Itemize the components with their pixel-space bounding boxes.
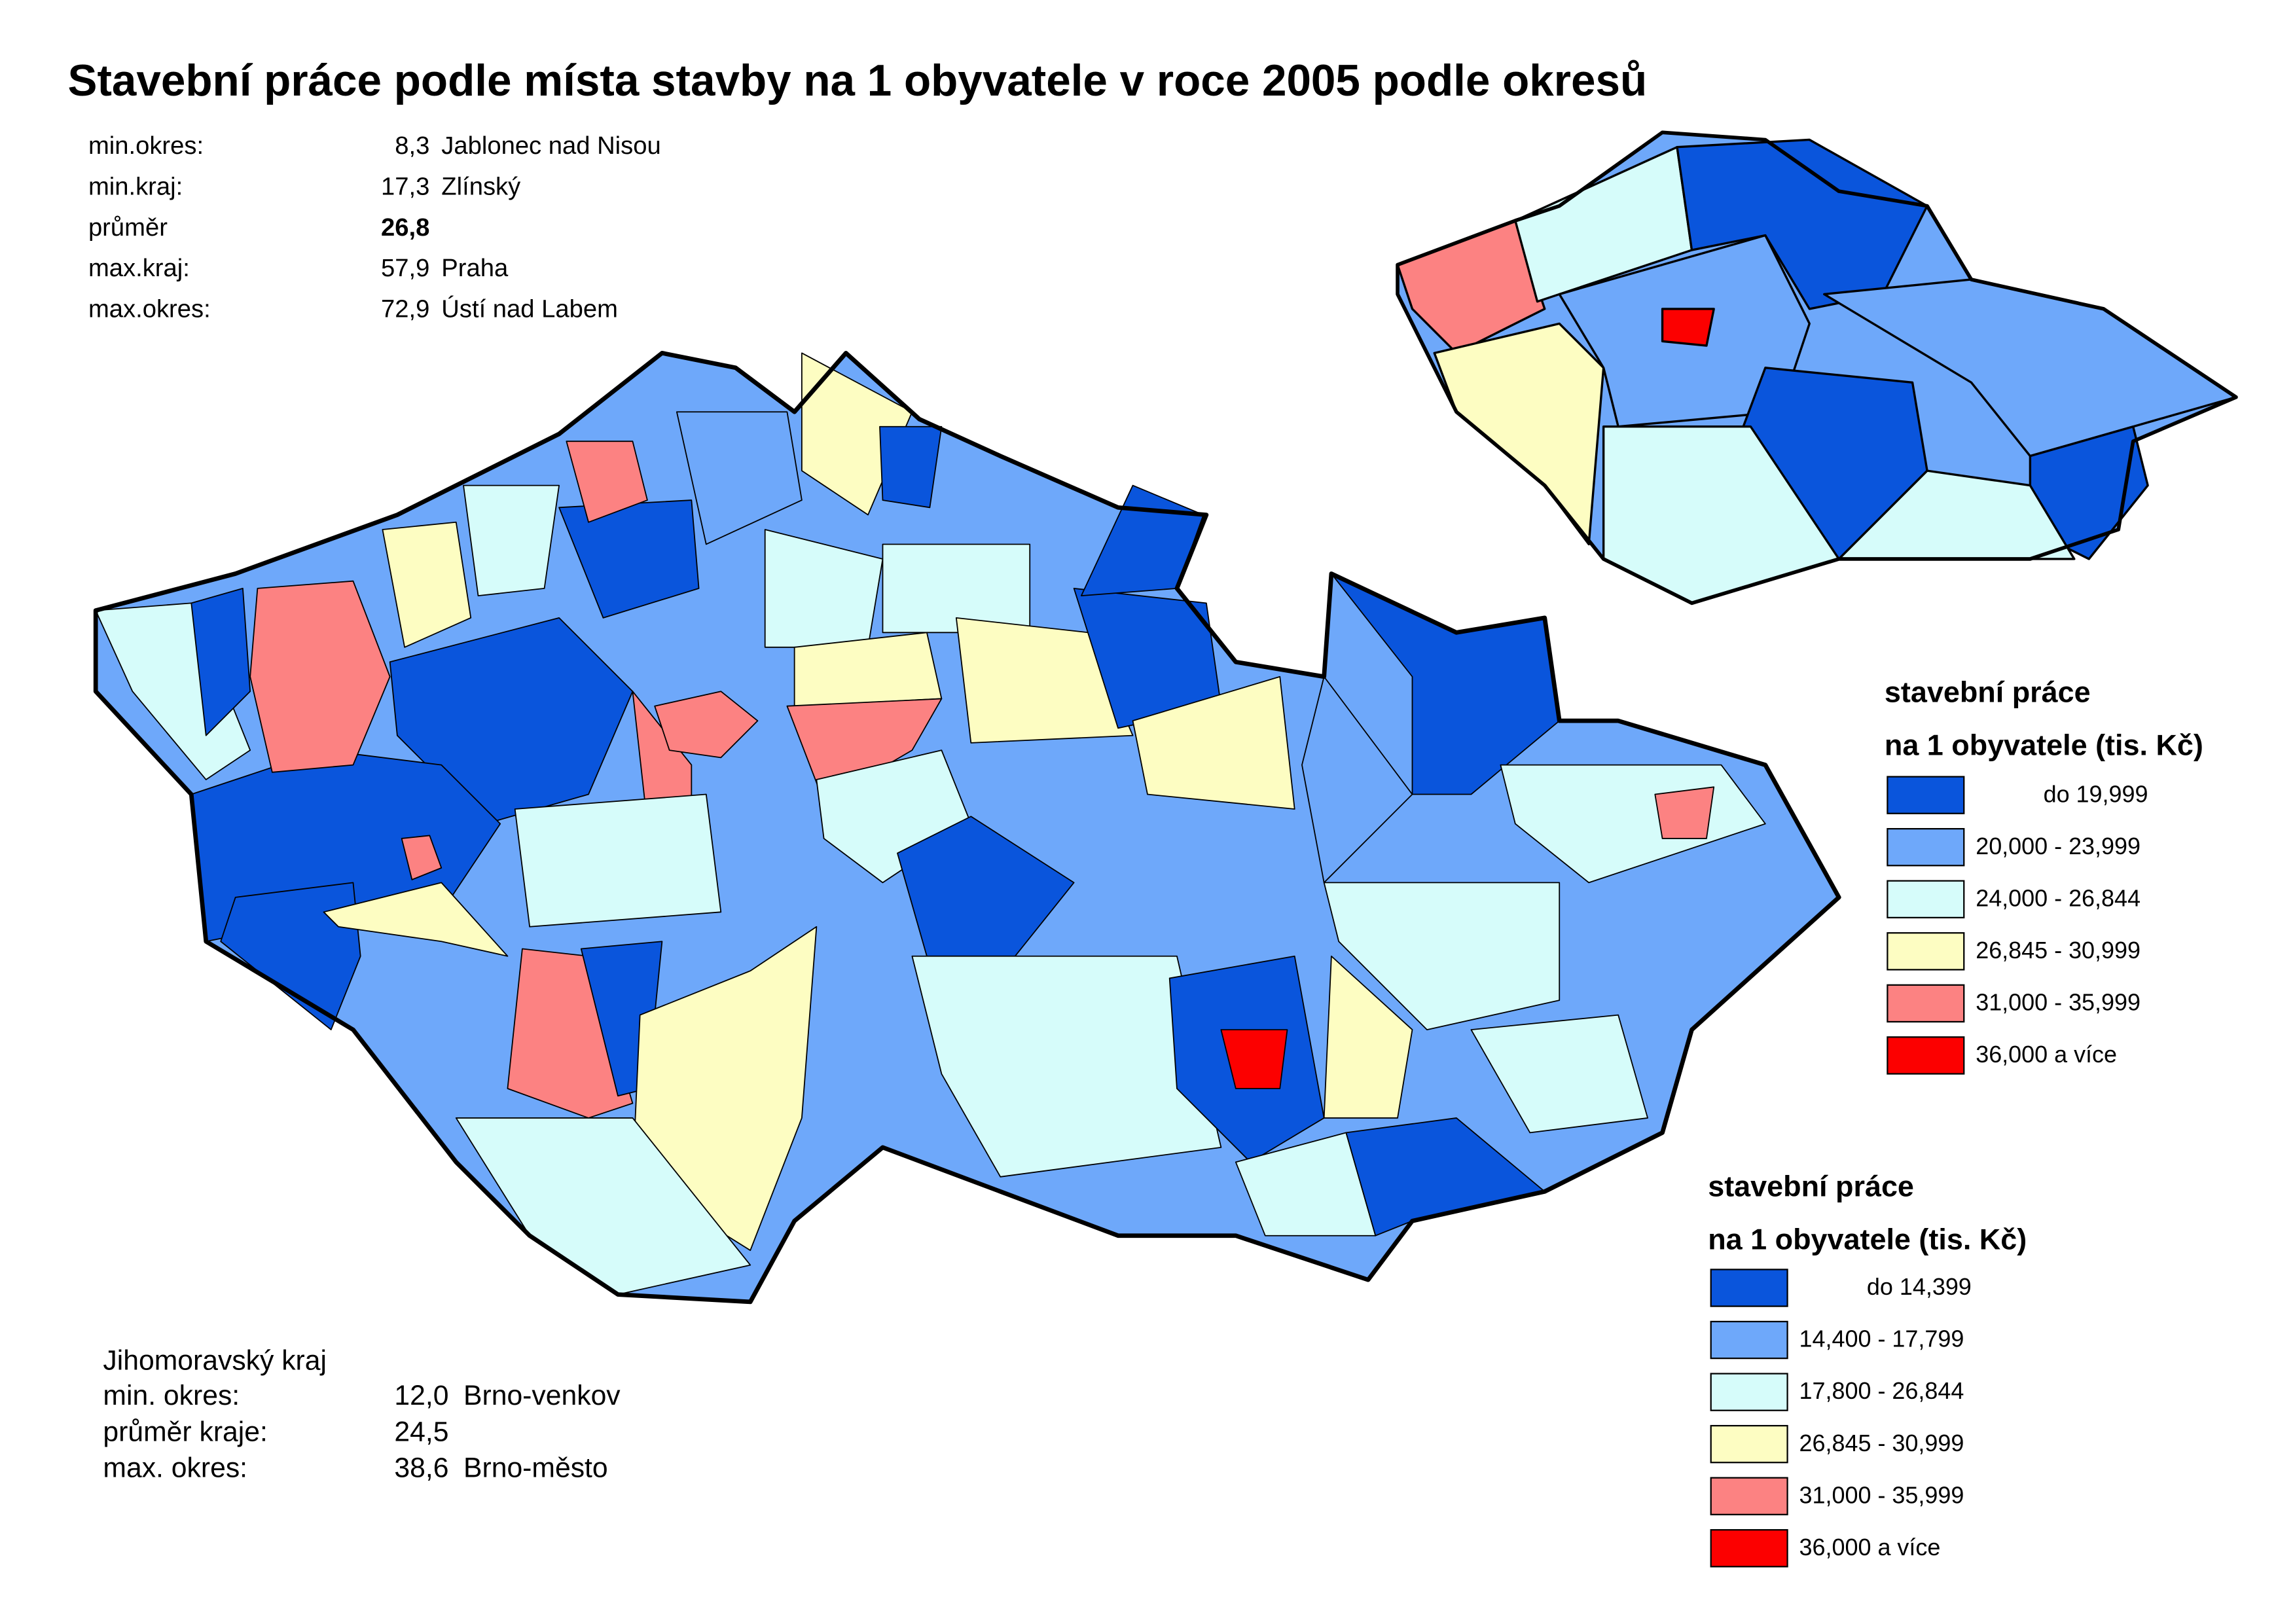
district: [911, 955, 1222, 1178]
legend-okresy: stavební práce na 1 obyvatele (tis. Kč) do…: [1708, 1170, 2027, 1568]
district: [676, 411, 803, 545]
legend-swatch: [1710, 1320, 1788, 1360]
map-title: Stavební práce podle místa stavby na 1 o…: [67, 56, 1647, 105]
legend-title: stavební práce: [1885, 676, 2091, 709]
legend-label: 26,845 - 30,999: [1976, 937, 2141, 964]
district: [401, 835, 443, 880]
district: [1220, 1029, 1288, 1089]
legend-swatch: [1887, 776, 1965, 814]
region-stats: Jihomoravský kraj min. okres: 12,0 Brno-ve…: [103, 1344, 621, 1483]
legend-label: do 19,999: [2044, 780, 2148, 807]
legend-swatch: [1710, 1269, 1788, 1307]
district: [566, 441, 648, 523]
legend-swatch: [1710, 1477, 1788, 1515]
legend-label: 14,400 - 17,799: [1799, 1326, 1964, 1352]
legend-swatch: [1710, 1529, 1788, 1568]
region-stat-district: Brno-venkov: [463, 1380, 621, 1411]
region-stat-district: Brno-město: [463, 1452, 608, 1483]
kraj-map: [1396, 130, 2238, 605]
district: [1470, 1014, 1648, 1134]
legend-swatch: [1887, 984, 1965, 1023]
stat-district: Ústí nad Labem: [441, 295, 618, 323]
stat-value: 26,8: [381, 213, 429, 242]
legend-swatch: [1710, 1373, 1788, 1411]
region-stat-value: 38,6: [394, 1452, 448, 1483]
region: [1661, 308, 1715, 347]
legend-label: 26,845 - 30,999: [1799, 1430, 1964, 1456]
legend-swatch: [1887, 932, 1965, 971]
district: [323, 882, 509, 957]
stat-district: Zlínský: [441, 172, 521, 200]
legend-label: 17,800 - 26,844: [1799, 1377, 1964, 1404]
stat-label: průměr: [88, 213, 168, 242]
region-stat-label: min. okres:: [103, 1380, 240, 1411]
district: [1323, 882, 1561, 1030]
region: [1514, 146, 1693, 303]
legend-label: do 14,399: [1867, 1273, 1972, 1300]
district: [382, 521, 472, 648]
district: [220, 882, 361, 1030]
stat-value: 57,9: [381, 254, 429, 282]
legend-label: 36,000 a více: [1976, 1041, 2117, 1068]
region-stat-value: 12,0: [394, 1380, 448, 1411]
district: [955, 617, 1134, 744]
country-border: [93, 350, 1841, 1305]
legend-title: stavební práce: [1708, 1170, 1914, 1203]
stat-district: Jablonec nad Nisou: [441, 132, 660, 160]
legend-kraje: stavební práce na 1 obyvatele (tis. Kč) do…: [1885, 676, 2203, 1075]
stat-label: min.okres:: [88, 132, 204, 160]
district: [389, 617, 634, 825]
stat-label: max.okres:: [88, 295, 211, 323]
district: [514, 793, 722, 928]
district: [95, 602, 251, 780]
legend-swatch: [1887, 827, 1965, 867]
stat-label: min.kraj:: [88, 172, 183, 200]
district: [455, 1117, 751, 1295]
district: [654, 691, 759, 759]
stat-label: max.kraj:: [88, 254, 190, 282]
stat-district: Praha: [441, 254, 509, 282]
legend-label: 31,000 - 35,999: [1976, 988, 2141, 1015]
region-stat-label: max. okres:: [103, 1452, 247, 1483]
legend-title: na 1 obyvatele (tis. Kč): [1708, 1223, 2027, 1256]
district: [1654, 786, 1715, 839]
stat-value: 17,3: [381, 172, 429, 200]
inset-border: [1396, 130, 2238, 605]
legend-swatch: [1887, 1036, 1965, 1075]
legend-label: 20,000 - 23,999: [1976, 833, 2141, 859]
district: [249, 580, 391, 773]
national-stats: min.okres: 8,3 Jablonec nad Nisou min.kraj:…: [88, 132, 661, 323]
district: [1323, 955, 1413, 1119]
region-stat-value: 24,5: [394, 1416, 448, 1447]
district: [897, 816, 1075, 957]
legend-label: 36,000 a více: [1799, 1534, 1941, 1561]
district: [463, 484, 560, 597]
legend-title: na 1 obyvatele (tis. Kč): [1885, 728, 2203, 761]
legend-swatch: [1710, 1424, 1788, 1464]
district: [786, 698, 943, 803]
legend-swatch: [1887, 880, 1965, 918]
district: [507, 948, 634, 1119]
district: [558, 499, 700, 619]
region-stat-label: průměr kraje:: [103, 1416, 267, 1447]
district: [190, 588, 251, 736]
district: [879, 425, 943, 509]
district: [1132, 676, 1295, 810]
region-stats-title: Jihomoravský kraj: [103, 1344, 327, 1376]
stat-value: 72,9: [381, 295, 429, 323]
stat-value: 8,3: [395, 132, 429, 160]
okres-map: [93, 350, 1841, 1305]
legend-label: 31,000 - 35,999: [1799, 1481, 1964, 1508]
legend-label: 24,000 - 26,844: [1976, 884, 2141, 911]
